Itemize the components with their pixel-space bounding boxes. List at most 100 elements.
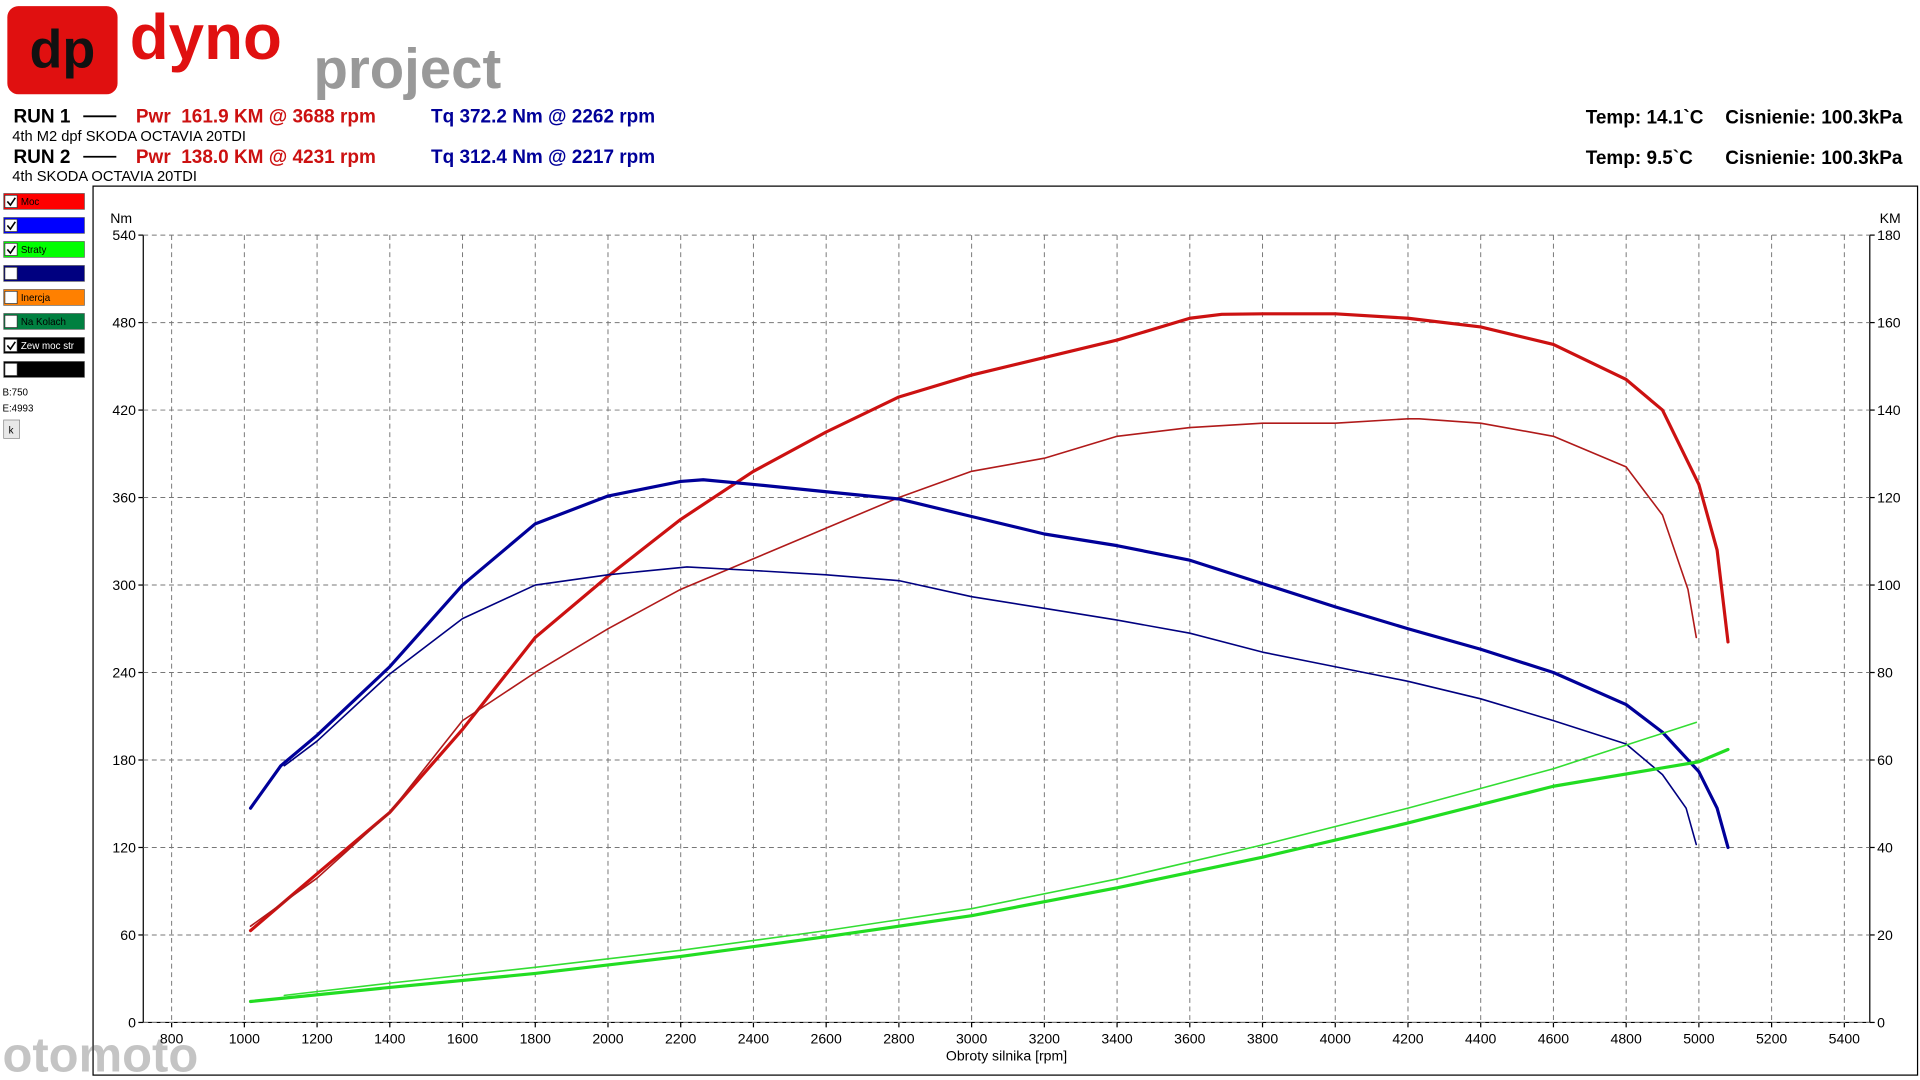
run-description: 4th SKODA OCTAVIA 20TDI <box>12 169 197 185</box>
toggle-swatch[interactable] <box>3 361 85 378</box>
y-axis-label: Nm <box>110 210 132 226</box>
x-tick-label: 1400 <box>374 1030 405 1046</box>
toggle-checkbox[interactable] <box>4 314 18 328</box>
x-tick-label: 3400 <box>1101 1030 1132 1046</box>
x-tick-label: 1000 <box>229 1030 260 1046</box>
run-description: 4th M2 dpf SKODA OCTAVIA 20TDI <box>12 129 246 145</box>
x-tick-label: 2400 <box>738 1030 769 1046</box>
series-line <box>249 417 1698 927</box>
x-tick-label: 5200 <box>1756 1030 1787 1046</box>
series-toggles: Moc Straty Inercja Na Kolach Zew moc str B:75… <box>2 193 85 439</box>
run-power: Pwr 161.9 KM @ 3688 rpm <box>136 106 376 127</box>
y-tick-label: 360 <box>112 489 136 505</box>
x-tick-label: 4800 <box>1610 1030 1641 1046</box>
y-tick-label: 0 <box>128 1014 136 1030</box>
x-tick-label: 3000 <box>956 1030 987 1046</box>
toggle-checkbox[interactable] <box>4 290 18 304</box>
x-tick-label: 5000 <box>1683 1030 1714 1046</box>
chart-frame <box>92 185 1919 1076</box>
x-tick-label: 4000 <box>1320 1030 1351 1046</box>
x-tick-label: 2800 <box>883 1030 914 1046</box>
y-tick-label: 120 <box>112 839 136 855</box>
toggle-checkbox[interactable] <box>4 362 18 376</box>
toggle-swatch[interactable] <box>3 337 85 354</box>
check-mark <box>6 221 16 231</box>
y2-tick-label: 100 <box>1877 577 1901 593</box>
run-temp: Temp: 14.1`C <box>1586 108 1704 129</box>
begin-rpm: B:750 <box>2 388 28 399</box>
watermark: otomoto <box>2 1028 198 1080</box>
toggle-checkbox[interactable] <box>4 218 18 232</box>
toggle-label: Inercja <box>21 293 51 304</box>
y2-tick-label: 120 <box>1877 489 1901 505</box>
x-tick-label: 4400 <box>1465 1030 1496 1046</box>
y2-tick-label: 180 <box>1877 227 1901 243</box>
run-power: Pwr 138.0 KM @ 4231 rpm <box>136 147 376 168</box>
toggle-swatch[interactable] <box>3 193 85 210</box>
logo-badge <box>7 6 118 95</box>
toggle-label: Na Kolach <box>21 317 66 328</box>
x-tick-label: 1600 <box>447 1030 478 1046</box>
run-torque: Tq 372.2 Nm @ 2262 rpm <box>431 106 655 127</box>
series-line <box>248 747 1730 1004</box>
y2-tick-label: 40 <box>1877 839 1893 855</box>
x-tick-label: 2600 <box>811 1030 842 1046</box>
check-mark <box>6 341 16 351</box>
toggle-swatch[interactable] <box>3 217 85 234</box>
y-tick-label: 60 <box>120 927 136 943</box>
run-temp: Temp: 9.5`C <box>1586 148 1693 169</box>
y2-tick-label: 160 <box>1877 314 1901 330</box>
toggle-swatch[interactable] <box>3 289 85 306</box>
series-line <box>248 312 1730 933</box>
logo-mark: dp <box>30 19 96 79</box>
series-line <box>248 478 1730 850</box>
check-mark <box>6 245 16 255</box>
y-tick-label: 240 <box>112 664 136 680</box>
button[interactable] <box>3 419 20 439</box>
run-info: RUN 1 Pwr 161.9 KM @ 3688 rpm Tq 372.2 Nm … <box>12 106 1903 185</box>
toggle-swatch[interactable] <box>3 241 85 258</box>
series-line <box>283 566 1698 846</box>
run-torque: Tq 312.4 Nm @ 2217 rpm <box>431 147 655 168</box>
y2-tick-label: 60 <box>1877 752 1893 768</box>
plot: 800 1000 1200 1400 1600 1800 2000 2200 2400 2600 2… <box>112 227 1900 1046</box>
x-tick-label: 2000 <box>592 1030 623 1046</box>
toggle-label: Zew moc str <box>21 341 75 352</box>
x-tick-label: 2200 <box>665 1030 696 1046</box>
button-label[interactable]: k <box>9 425 14 436</box>
toggle-checkbox[interactable] <box>4 266 18 280</box>
toggle-checkbox[interactable] <box>4 194 18 208</box>
x-axis-label: Obroty silnika [rpm] <box>946 1047 1067 1063</box>
x-tick-label: 4600 <box>1538 1030 1569 1046</box>
x-tick-label: 800 <box>160 1030 184 1046</box>
y2-tick-label: 80 <box>1877 664 1893 680</box>
x-tick-label: 5400 <box>1829 1030 1860 1046</box>
x-tick-label: 4200 <box>1392 1030 1423 1046</box>
run-pressure: Cisnienie: 100.3kPa <box>1725 108 1903 129</box>
run-pressure: Cisnienie: 100.3kPa <box>1725 148 1903 169</box>
x-tick-label: 3200 <box>1029 1030 1060 1046</box>
y-tick-label: 420 <box>112 402 136 418</box>
toggle-swatch[interactable] <box>3 265 85 282</box>
y-tick-label: 540 <box>112 227 136 243</box>
y-tick-label: 180 <box>112 752 136 768</box>
toggle-label: Straty <box>21 245 47 256</box>
toggle-checkbox[interactable] <box>4 242 18 256</box>
x-tick-label: 3600 <box>1174 1030 1205 1046</box>
y-tick-label: 480 <box>112 314 136 330</box>
check-mark <box>6 197 16 207</box>
logo-word: dyno <box>130 2 282 73</box>
series-line <box>283 721 1698 997</box>
run-label: RUN 2 <box>13 147 70 168</box>
y-tick-label: 300 <box>112 577 136 593</box>
x-tick-label: 3800 <box>1247 1030 1278 1046</box>
toggle-swatch[interactable] <box>3 313 85 330</box>
y2-tick-label: 140 <box>1877 402 1901 418</box>
y2-axis-label: KM <box>1880 210 1901 226</box>
toggle-label: Moc <box>21 197 40 208</box>
x-tick-label: 1200 <box>301 1030 332 1046</box>
toggle-checkbox[interactable] <box>4 338 18 352</box>
y2-tick-label: 0 <box>1877 1014 1885 1030</box>
